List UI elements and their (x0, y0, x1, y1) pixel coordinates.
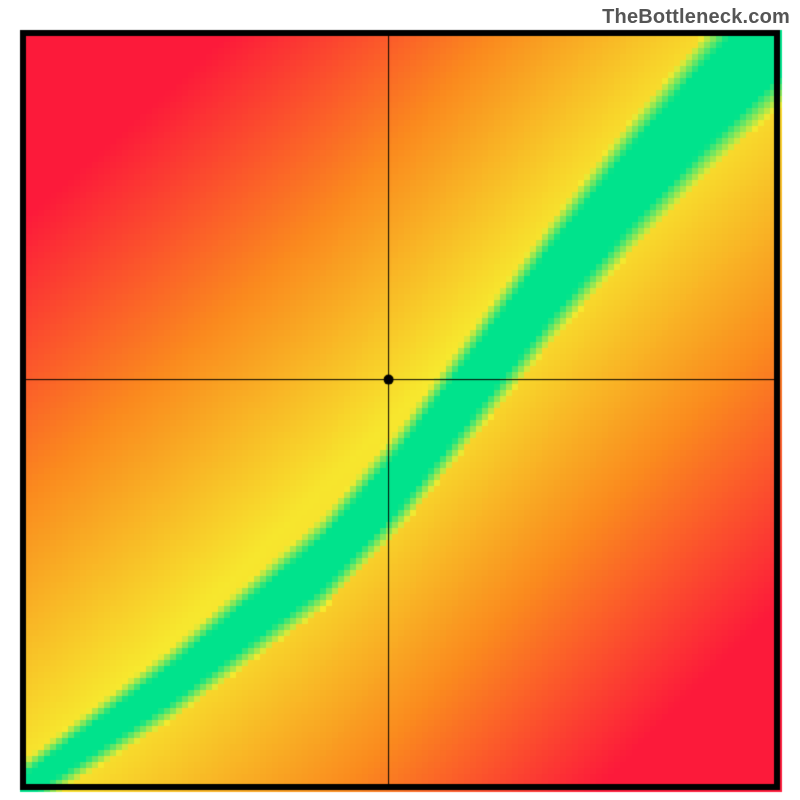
chart-container: TheBottleneck.com (0, 0, 800, 800)
watermark-text: TheBottleneck.com (602, 6, 790, 29)
heatmap-canvas (0, 0, 800, 800)
